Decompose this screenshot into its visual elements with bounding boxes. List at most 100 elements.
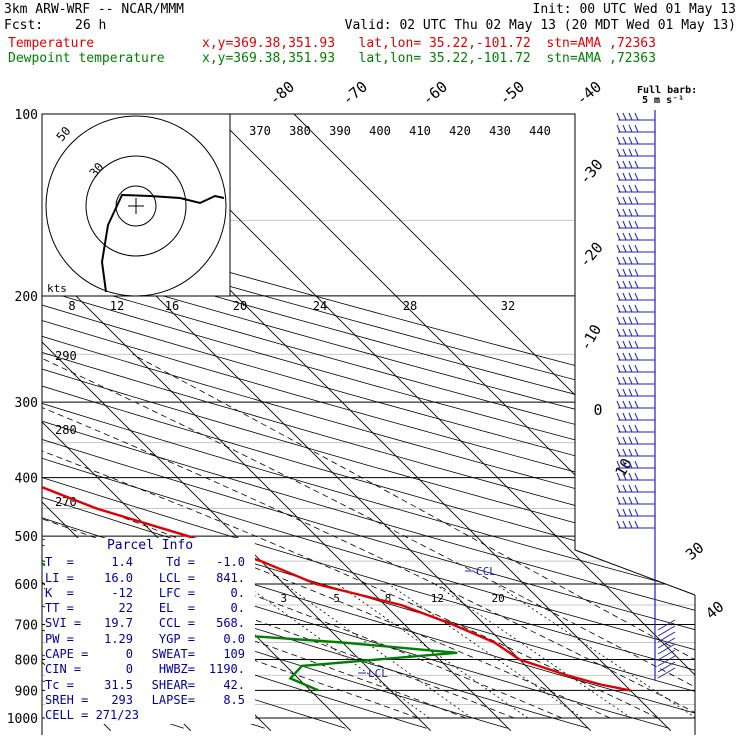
temperature-legend: Temperature [8, 36, 95, 51]
wind-barb-icon [616, 316, 655, 325]
barb-flag [622, 412, 627, 421]
valid-time: Valid: 02 UTC Thu 02 May 13 (20 MDT Wed … [344, 18, 736, 33]
barb-flag [634, 340, 639, 349]
theta-label: 420 [449, 124, 471, 138]
barb-flag [634, 268, 639, 277]
barb-flag [616, 232, 621, 241]
pressure-label: 800 [15, 653, 38, 668]
model-title: 3km ARW-WRF -- NCAR/MMM [4, 2, 185, 17]
barb-flag [622, 196, 627, 205]
barb-flag [616, 400, 621, 409]
isotherm-line [133, 114, 695, 732]
barb-flag [628, 460, 633, 469]
parcel-cell-text: -12 [111, 585, 133, 600]
barb-legend-unit: 5 m s⁻¹ [642, 95, 684, 106]
wind-barb-icon [616, 424, 655, 433]
barb-flag [622, 160, 627, 169]
barb-flag [634, 460, 639, 469]
parcel-cell-text: EL = [158, 601, 195, 616]
speed-tick-label: 8 [68, 299, 75, 313]
temperature-point [566, 674, 569, 677]
theta-label: 430 [489, 124, 511, 138]
barb-flag [622, 148, 627, 157]
low-level-barb-icon [657, 625, 676, 637]
parcel-cell-text: HWBZ= [158, 662, 195, 677]
barb-flag [616, 364, 621, 373]
barb-flag [622, 400, 627, 409]
wind-barb-icon [616, 172, 655, 181]
hodograph-trace [100, 193, 225, 293]
dewpoint-point [317, 689, 320, 692]
temperature-point [260, 560, 263, 562]
wind-barb-icon [616, 208, 655, 217]
wind-barb-icon [616, 112, 655, 121]
dry-adiabat-line [42, 114, 695, 729]
mixing-ratio-line [244, 583, 430, 719]
barb-flag [622, 244, 627, 253]
barb-flag [616, 184, 621, 193]
barb-flag [622, 388, 627, 397]
barb-flag [616, 388, 621, 397]
barb-flag [622, 292, 627, 301]
barb-flag [622, 220, 627, 229]
barb-flag [634, 292, 639, 301]
wind-barb-icon [616, 280, 655, 289]
temperature-point [599, 683, 602, 686]
wind-barb-icon [616, 268, 655, 277]
barb-flag [628, 424, 633, 433]
barb-flag [628, 340, 633, 349]
barb-flag [628, 148, 633, 157]
low-level-barb-icon [657, 661, 676, 673]
parcel-cell-text: K = [45, 585, 74, 600]
low-level-barb-icon [657, 631, 676, 643]
parcel-cell-text: SHEAR= [151, 677, 195, 692]
parcel-cell-text: Tc = [45, 677, 74, 692]
barb-flag [628, 112, 633, 121]
barb-flag [622, 340, 627, 349]
barb-flag [616, 496, 621, 505]
wind-barb-icon [616, 196, 655, 205]
parcel-cell-text: 109 [223, 647, 245, 662]
barb-flag [634, 184, 639, 193]
barb-flag [616, 436, 621, 445]
mixing-ratio-label: 20 [492, 592, 505, 605]
wind-barb-icon [616, 436, 655, 445]
parcel-cell-text: CIN = [45, 662, 82, 677]
barb-flag [622, 184, 627, 193]
barb-flag [628, 196, 633, 205]
barb-flag [628, 268, 633, 277]
barb-flag [628, 400, 633, 409]
dry-adiabat-line [42, 114, 695, 729]
barb-flag [622, 112, 627, 121]
wind-barb-icon [616, 148, 655, 157]
barb-flag [616, 316, 621, 325]
barb-flag [634, 412, 639, 421]
barb-flag [628, 436, 633, 445]
barb-flag [628, 316, 633, 325]
temperature-point [451, 623, 454, 626]
barb-flag [616, 136, 621, 145]
barb-flag [616, 292, 621, 301]
lcl-label: LCL [368, 667, 388, 680]
mixing-ratio-line [388, 583, 583, 719]
wind-barb-icon [616, 352, 655, 361]
barb-flag [634, 256, 639, 265]
pressure-label: 300 [15, 396, 38, 411]
parcel-cell-text: LCL = [158, 570, 195, 585]
isotherm-label: -50 [496, 78, 528, 109]
barb-flag [634, 484, 639, 493]
dry-adiabat-line [42, 114, 695, 729]
barb-flag [634, 208, 639, 217]
barb-flag [628, 124, 633, 133]
wind-barb-icon [616, 460, 655, 469]
mixing-ratio-label: 12 [431, 592, 444, 605]
mixing-ratio-label: 3 [280, 592, 287, 605]
parcel-cell-text: 22 [118, 601, 133, 616]
temperature-point [315, 583, 317, 585]
barb-flag [628, 172, 633, 181]
speed-tick-label: 32 [501, 299, 515, 313]
barb-flag [634, 244, 639, 253]
dewpoint-point [341, 641, 344, 644]
barb-flag [634, 196, 639, 205]
barb-flag [628, 412, 633, 421]
